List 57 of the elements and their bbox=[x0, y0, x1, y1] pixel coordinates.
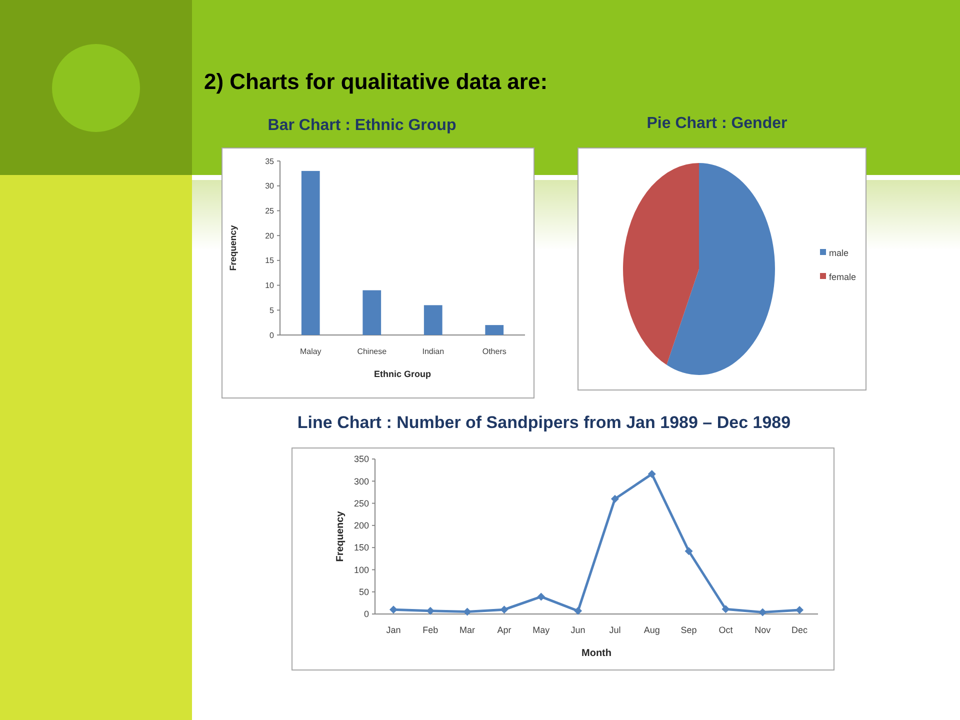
y-tick-label: 25 bbox=[265, 206, 275, 216]
x-tick-label: Jan bbox=[386, 625, 401, 635]
x-tick-label: Dec bbox=[792, 625, 808, 635]
x-tick-label: Nov bbox=[754, 625, 772, 635]
y-tick-label: 50 bbox=[358, 587, 369, 598]
x-tick-label: Oct bbox=[718, 625, 734, 635]
x-tick-label: Malay bbox=[300, 347, 322, 356]
y-tick-label: 100 bbox=[354, 564, 369, 575]
y-tick-label: 250 bbox=[354, 498, 369, 508]
point bbox=[574, 606, 582, 615]
bar bbox=[301, 170, 320, 335]
x-tick-label: Sep bbox=[680, 625, 697, 635]
x-tick-label: Aug bbox=[644, 625, 660, 635]
bar bbox=[485, 325, 504, 335]
point bbox=[758, 608, 767, 616]
bar bbox=[424, 305, 442, 335]
x-tick-label: May bbox=[532, 625, 550, 635]
y-tick-label: 5 bbox=[270, 306, 275, 315]
y-tick-label: 10 bbox=[265, 281, 275, 290]
chart-title: Pie Chart : Gender bbox=[646, 115, 788, 132]
x-tick-label: Indian bbox=[422, 347, 444, 356]
text: 2) Charts for qualitative data are: bbox=[204, 69, 548, 94]
y-tick-label: 350 bbox=[354, 454, 369, 464]
legend-label: male bbox=[829, 248, 849, 258]
point bbox=[500, 606, 508, 614]
y-axis-title: Frequency bbox=[228, 225, 238, 271]
point bbox=[796, 606, 804, 614]
point bbox=[684, 547, 693, 556]
chart-title: Line Chart : Number of Sandpipers from Jan 1989 – Dec 1989 bbox=[297, 413, 791, 432]
chart-title: Bar Chart : Ethnic Group bbox=[268, 117, 456, 134]
point bbox=[463, 608, 472, 616]
x-tick-label: Feb bbox=[422, 625, 438, 635]
y-tick-label: 30 bbox=[265, 182, 275, 191]
y-tick-label: 20 bbox=[265, 231, 275, 240]
legend-label: female bbox=[829, 272, 856, 282]
y-tick-label: 0 bbox=[364, 609, 369, 620]
x-axis-title: Month bbox=[582, 648, 612, 659]
x-tick-label: Jun bbox=[570, 625, 586, 635]
y-tick-label: 35 bbox=[265, 156, 275, 166]
point bbox=[610, 494, 619, 503]
point bbox=[537, 592, 546, 601]
x-tick-label: Apr bbox=[497, 625, 512, 635]
bar bbox=[362, 290, 382, 335]
x-tick-label: Chinese bbox=[357, 347, 388, 356]
y-axis-title: Frequency bbox=[335, 510, 346, 562]
x-tick-label: Jul bbox=[609, 625, 621, 635]
x-tick-label: Others bbox=[482, 347, 506, 356]
point bbox=[648, 470, 656, 478]
y-tick-label: 150 bbox=[354, 542, 369, 553]
y-tick-label: 300 bbox=[354, 476, 369, 486]
point bbox=[389, 606, 398, 614]
y-tick-label: 15 bbox=[265, 256, 275, 266]
y-tick-label: 200 bbox=[354, 520, 369, 531]
point bbox=[722, 605, 730, 614]
x-axis-title: Ethnic Group bbox=[374, 369, 432, 379]
y-tick-label: 0 bbox=[270, 330, 275, 340]
x-tick-label: Mar bbox=[460, 625, 476, 635]
